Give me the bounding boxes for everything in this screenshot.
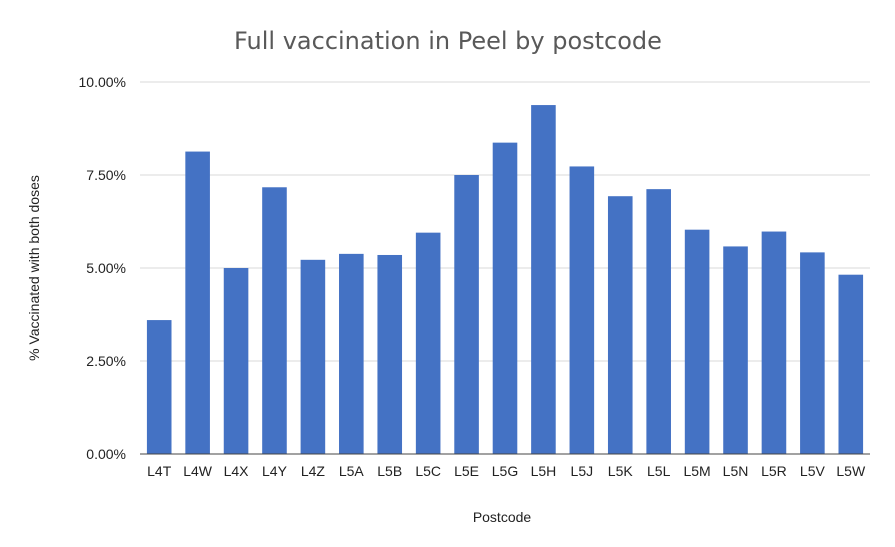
x-tick-label: L5M xyxy=(683,463,710,479)
bar-l5w xyxy=(838,274,864,454)
x-tick-label: L5K xyxy=(608,463,634,479)
x-tick-label: L5A xyxy=(339,463,365,479)
bar-l5v xyxy=(800,252,825,454)
bar-l4w xyxy=(185,151,210,454)
x-tick-label: L5E xyxy=(454,463,479,479)
y-tick-label: 0.00% xyxy=(86,446,126,462)
x-tick-label: L5W xyxy=(836,463,866,479)
bar-l4x xyxy=(223,268,249,454)
y-tick-label: 7.50% xyxy=(86,167,126,183)
bar-l5h xyxy=(531,105,556,455)
x-tick-label: L5B xyxy=(377,463,402,479)
bar-l5b xyxy=(377,254,403,454)
y-tick-label: 10.00% xyxy=(79,74,126,90)
bar-l4y xyxy=(262,187,287,454)
x-tick-label: L5V xyxy=(800,463,826,479)
x-tick-label: L5H xyxy=(531,463,557,479)
bar-l5e xyxy=(454,175,479,454)
chart-title: Full vaccination in Peel by postcode xyxy=(234,27,662,55)
bar-l5k xyxy=(607,196,633,455)
bar-l4t xyxy=(146,320,172,454)
x-tick-label: L5N xyxy=(723,463,749,479)
x-axis-label: Postcode xyxy=(473,509,532,525)
bar-l5l xyxy=(646,189,671,455)
x-tick-label: L4W xyxy=(183,463,213,479)
x-tick-label: L4Z xyxy=(301,463,326,479)
bar-l5a xyxy=(339,253,364,454)
y-tick-label: 2.50% xyxy=(86,353,126,369)
bar-l4z xyxy=(300,259,326,454)
bar-l5n xyxy=(723,246,748,454)
bars xyxy=(146,105,864,455)
bar-l5c xyxy=(415,232,441,454)
y-axis-ticks: 0.00% 2.50% 5.00% 7.50% 10.00% xyxy=(79,74,126,462)
x-tick-label: L4T xyxy=(147,463,172,479)
x-tick-label: L5R xyxy=(761,463,787,479)
x-tick-label: L5C xyxy=(415,463,441,479)
x-tick-label: L5J xyxy=(571,463,594,479)
x-axis-ticks: L4T L4W L4X L4Y L4Z L5A L5B L5C L5E L5G L5H L5J L5K L… xyxy=(147,463,866,479)
bar-l5j xyxy=(569,166,595,454)
y-tick-label: 5.00% xyxy=(86,260,126,276)
y-axis-label: % Vaccinated with both doses xyxy=(26,175,42,361)
x-tick-label: L5L xyxy=(647,463,671,479)
x-tick-label: L5G xyxy=(492,463,518,479)
bar-l5m xyxy=(684,229,710,454)
x-tick-label: L4Y xyxy=(262,463,288,479)
bar-l5r xyxy=(761,231,787,454)
x-tick-label: L4X xyxy=(224,463,250,479)
bar-l5g xyxy=(492,142,518,455)
